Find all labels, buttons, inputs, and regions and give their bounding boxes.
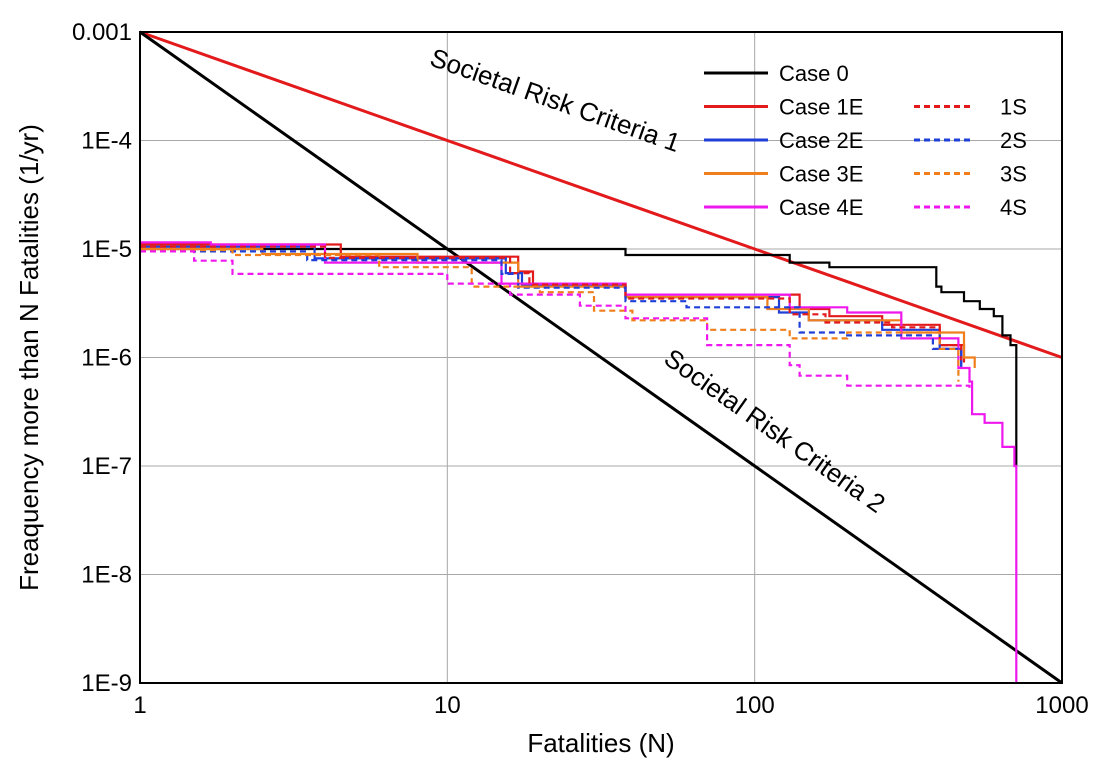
legend-label: 1S — [1000, 95, 1027, 120]
y-tick-labels: 0.001 1E-4 1E-5 1E-6 1E-7 1E-8 1E-9 — [72, 19, 132, 697]
criteria-line — [139, 30, 1063, 359]
series-line — [140, 248, 960, 382]
x-tick-label: 1 — [133, 692, 146, 719]
y-tick-label: 1E-5 — [81, 236, 132, 263]
series-line — [140, 247, 1018, 466]
y-tick-label: 1E-7 — [81, 453, 132, 480]
criteria-line — [139, 30, 1063, 685]
x-tick-label: 1000 — [1035, 692, 1088, 719]
legend-label: 4S — [1000, 195, 1027, 220]
legend-label: Case 4E — [779, 195, 863, 220]
legend-label: Case 1E — [779, 95, 863, 120]
y-tick-label: 1E-4 — [81, 128, 132, 155]
y-tick-label: 1E-6 — [81, 345, 132, 372]
legend-label: 2S — [1000, 128, 1027, 153]
criteria-lines — [139, 30, 1063, 685]
x-axis-title: Fatalities (N) — [527, 728, 674, 758]
series-line — [140, 250, 963, 368]
legend-label: Case 3E — [779, 162, 863, 187]
legend-label: Case 0 — [779, 61, 849, 86]
x-tick-label: 10 — [434, 692, 461, 719]
legend-label: 3S — [1000, 162, 1027, 187]
x-tick-label: 100 — [735, 692, 775, 719]
series-line — [140, 243, 966, 363]
series-line — [140, 247, 976, 368]
series-lines — [140, 241, 1018, 683]
legend-label: Case 2E — [779, 128, 863, 153]
legend: Case 0 Case 1E Case 2E Case 3E Case 4E 1S 2S 3S… — [704, 61, 1027, 220]
x-tick-labels: 1 10 100 1000 — [133, 692, 1088, 719]
criteria-label: Societal Risk Criteria 2 — [659, 343, 891, 519]
y-tick-label: 1E-8 — [81, 562, 132, 589]
series-line — [140, 245, 963, 363]
plot-frame — [139, 31, 1063, 684]
series-line — [140, 241, 1018, 683]
y-axis-title: Freaquency more than N Fatalities (1/yr) — [14, 124, 44, 591]
y-tick-label: 0.001 — [72, 19, 132, 46]
y-tick-label: 1E-9 — [81, 670, 132, 697]
series-line — [140, 250, 971, 391]
